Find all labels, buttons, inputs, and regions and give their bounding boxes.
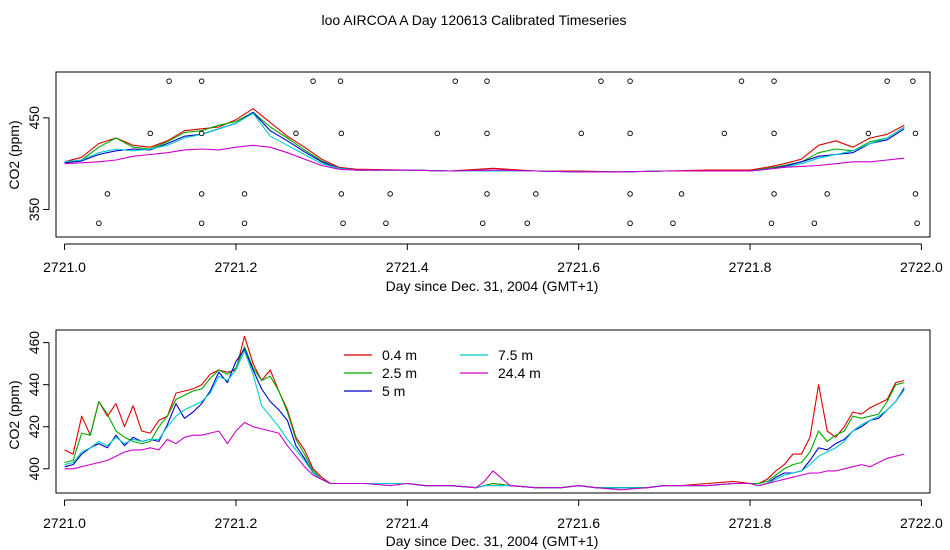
top-flag-marker <box>912 130 919 137</box>
top-y-tick-label: 350 <box>26 198 42 222</box>
bottom-series-group <box>64 335 905 491</box>
top-flag-marker <box>293 130 299 137</box>
legend-label: 0.4 m <box>382 347 417 363</box>
bottom-plot-frame <box>55 329 931 494</box>
top-flag-marker <box>484 78 490 84</box>
top-flag-marker <box>484 191 490 197</box>
bottom-y-tick-label: 420 <box>26 415 42 439</box>
bottom-series-line-2-5-m <box>64 346 905 489</box>
top-flag-marker <box>484 130 490 137</box>
top-flag-marker <box>524 220 531 226</box>
top-x-axis-label: Day since Dec. 31, 2004 (GMT+1) <box>386 278 599 294</box>
top-x-tick-label: 2721.0 <box>43 259 86 275</box>
bottom-x-tick-label: 2722.0 <box>900 515 943 531</box>
top-flag-marker <box>771 130 777 137</box>
top-flag-marker <box>670 220 676 226</box>
top-flag-marker <box>241 191 248 197</box>
top-x-tick-label: 2722.0 <box>900 259 943 275</box>
top-series-group <box>64 108 905 173</box>
top-tick-group: 2721.0 2721.2 2721.4 2721.6 2721.8 2722.0 350 4… <box>26 106 943 275</box>
top-flag-marker <box>383 220 389 226</box>
top-flag-marker <box>340 220 346 226</box>
bottom-x-tick-label: 2721.4 <box>386 515 429 531</box>
top-series-line-2-5-m <box>64 111 905 173</box>
top-x-tick-label: 2721.2 <box>215 259 258 275</box>
top-flag-marker <box>865 130 872 137</box>
top-flag-marker <box>533 191 539 197</box>
bottom-x-tick-label: 2721.8 <box>729 515 772 531</box>
page-title: loo AIRCOA A Day 120613 Calibrated Times… <box>321 12 626 28</box>
top-y-axis-label: CO2 (ppm) <box>6 120 22 189</box>
top-flag-marker <box>768 220 775 226</box>
top-flag-marker <box>824 191 830 197</box>
top-flag-marker <box>147 130 154 137</box>
top-flag-marker <box>338 130 345 137</box>
legend: 0.4 m 2.5 m 5 m 7.5 m 24.4 m <box>344 347 541 399</box>
top-flag-marker <box>434 130 441 137</box>
bottom-y-tick-label: 400 <box>26 457 42 481</box>
top-series-line-24-4-m <box>64 144 905 173</box>
top-flag-marker <box>479 220 486 226</box>
top-flag-marker <box>721 130 728 137</box>
top-flag-marker <box>738 78 745 84</box>
bottom-y-tick-label: 440 <box>26 373 42 397</box>
top-flag-marker <box>598 78 604 84</box>
bottom-x-tick-label: 2721.2 <box>215 515 258 531</box>
bottom-y-tick-label: 460 <box>26 331 42 355</box>
top-plot-frame <box>55 71 931 238</box>
top-flag-marker <box>811 220 818 226</box>
top-series-line-0-4-m <box>64 108 905 173</box>
bottom-x-axis-label: Day since Dec. 31, 2004 (GMT+1) <box>386 533 599 549</box>
top-flag-marker <box>452 78 459 84</box>
legend-label: 2.5 m <box>382 365 417 381</box>
bottom-series-line-24-4-m <box>64 421 905 491</box>
top-flag-marker <box>678 191 685 197</box>
top-x-tick-label: 2721.6 <box>557 259 600 275</box>
top-x-tick-label: 2721.8 <box>729 259 772 275</box>
bottom-series-line-0-4-m <box>64 335 905 489</box>
legend-label: 7.5 m <box>498 347 533 363</box>
top-flag-marker <box>96 220 102 226</box>
top-flag-marker <box>166 78 172 84</box>
bottom-tick-group: 2721.0 2721.2 2721.4 2721.6 2721.8 2722.0 400 4… <box>26 331 943 531</box>
bottom-y-axis-label: CO2 (ppm) <box>6 380 22 449</box>
top-flag-marker <box>914 220 920 226</box>
top-flag-marker <box>198 220 205 226</box>
top-flag-marker <box>104 191 111 197</box>
top-panel: 2721.0 2721.2 2721.4 2721.6 2721.8 2722.0 350 4… <box>6 71 943 294</box>
top-flag-marker <box>387 191 393 197</box>
top-flag-marker <box>627 78 633 84</box>
legend-label: 24.4 m <box>498 365 541 381</box>
bottom-series-line-7-5-m <box>64 350 905 489</box>
bottom-x-tick-label: 2721.0 <box>43 515 86 531</box>
top-flag-marker <box>198 78 205 84</box>
top-flag-marker <box>198 130 205 137</box>
bottom-series-line-5-m <box>64 348 905 489</box>
top-flag-marker <box>310 78 316 84</box>
top-flag-marker <box>338 191 345 197</box>
top-flag-marker <box>884 78 890 84</box>
top-flag-marker <box>337 78 344 84</box>
bottom-x-tick-label: 2721.6 <box>557 515 600 531</box>
top-series-line-5-m <box>64 111 905 173</box>
top-flag-marker <box>627 130 633 137</box>
top-flag-marker <box>627 220 633 226</box>
top-flag-marker <box>771 78 777 84</box>
top-flag-marker <box>241 220 248 226</box>
top-x-tick-label: 2721.4 <box>386 259 429 275</box>
top-flag-marker <box>912 191 919 197</box>
top-flag-marker <box>771 191 777 197</box>
top-y-tick-label: 450 <box>26 106 42 130</box>
bottom-panel: 2721.0 2721.2 2721.4 2721.6 2721.8 2722.0 400 4… <box>6 329 943 549</box>
legend-label: 5 m <box>382 383 405 399</box>
top-flag-marker <box>198 191 205 197</box>
top-flag-marker <box>578 130 585 137</box>
top-flag-marker <box>910 78 916 84</box>
top-flag-marker <box>627 191 633 197</box>
top-marker-group <box>96 78 920 226</box>
top-series-line-7-5-m <box>64 112 905 173</box>
